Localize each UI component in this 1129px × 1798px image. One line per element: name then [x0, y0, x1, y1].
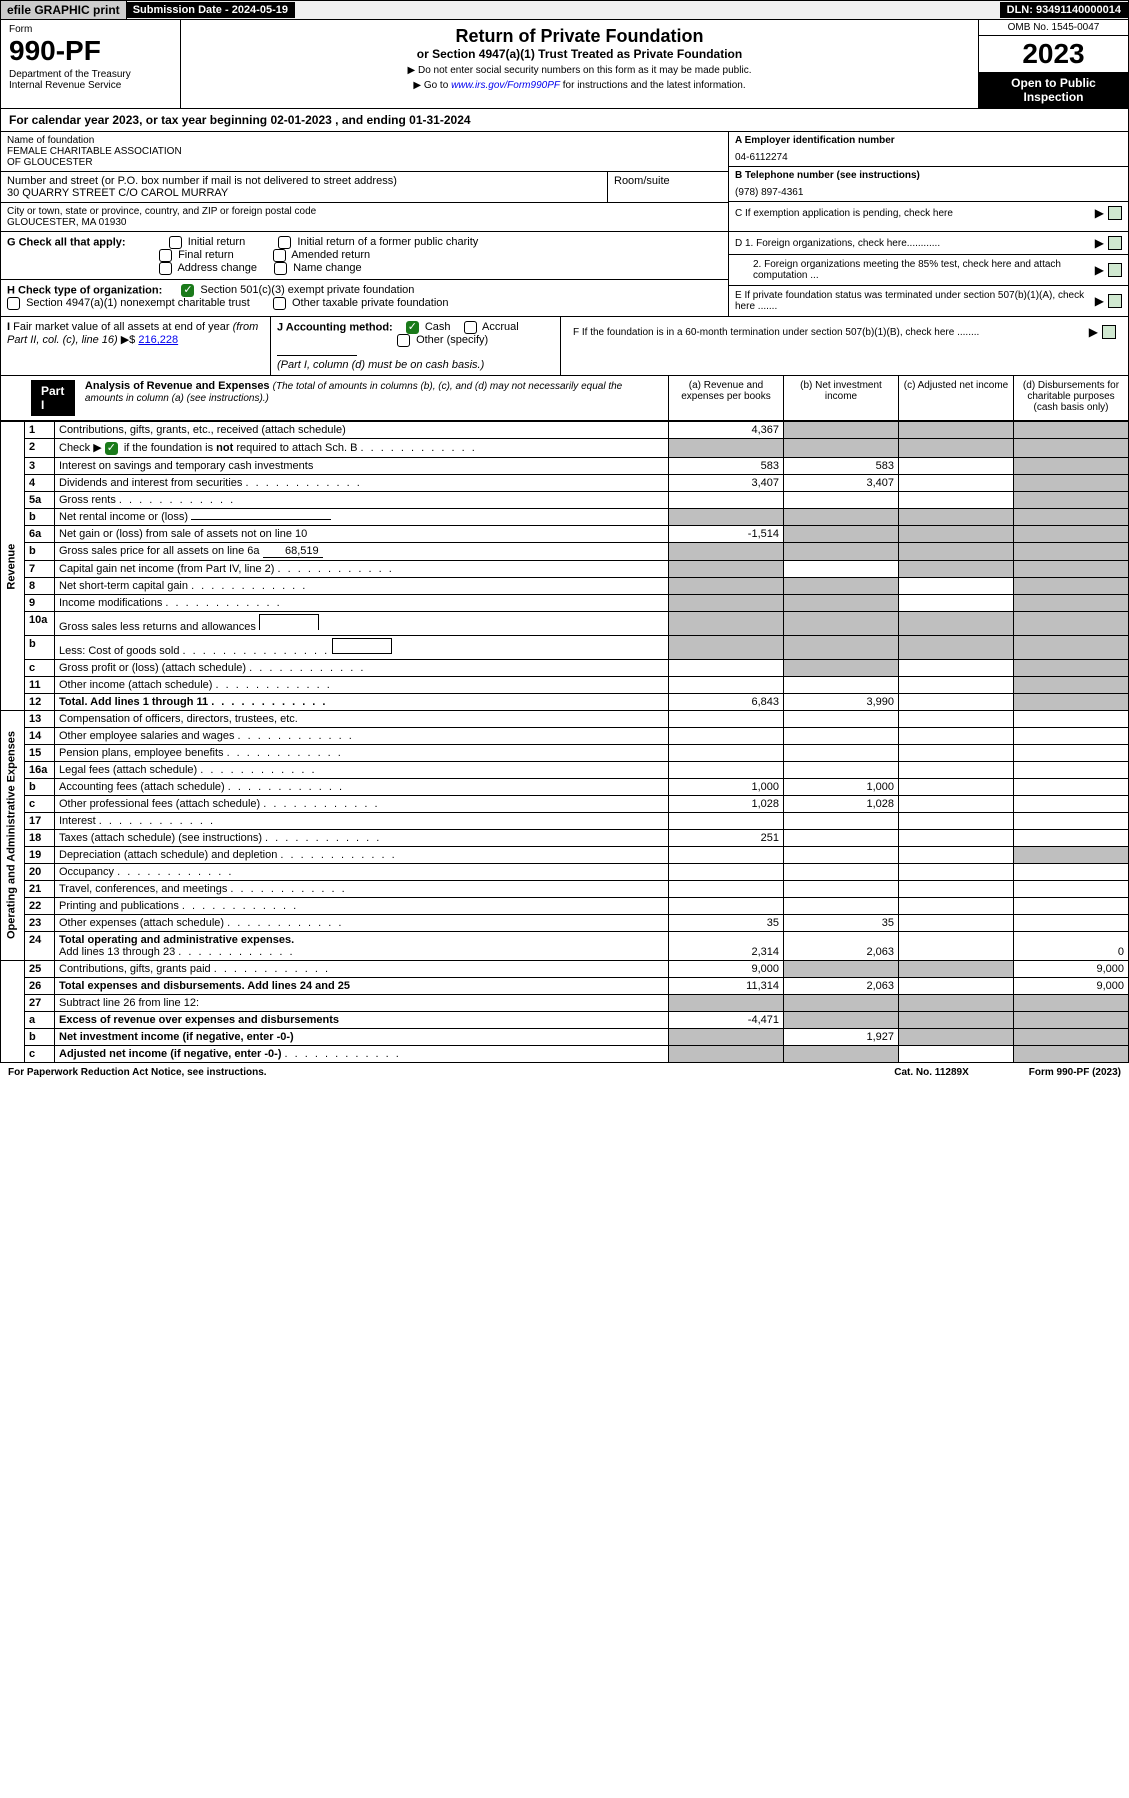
omb-number: OMB No. 1545-0047	[979, 20, 1128, 36]
street-address: 30 QUARRY STREET C/O CAROL MURRAY	[7, 187, 601, 199]
submission-date: Submission Date - 2024-05-19	[127, 2, 295, 18]
dln: DLN: 93491140000014	[1000, 2, 1128, 18]
d2-label: 2. Foreign organizations meeting the 85%…	[735, 259, 1095, 281]
col-b-header: (b) Net investment income	[783, 376, 898, 420]
d1-checkbox[interactable]	[1108, 236, 1122, 250]
section-h: H Check type of organization: Section 50…	[1, 280, 728, 314]
name-label: Name of foundation	[7, 135, 722, 146]
revenue-label: Revenue	[1, 422, 25, 711]
address-change-checkbox[interactable]	[159, 262, 172, 275]
ein-value: 04-6112274	[735, 152, 1122, 163]
c-checkbox[interactable]	[1108, 206, 1122, 220]
initial-former-checkbox[interactable]	[278, 236, 291, 249]
top-bar: efile GRAPHIC print Submission Date - 20…	[0, 0, 1129, 20]
ein-label: A Employer identification number	[735, 135, 1122, 146]
dept-treasury: Department of the Treasury Internal Reve…	[9, 69, 172, 91]
city-state-zip: GLOUCESTER, MA 01930	[7, 217, 722, 228]
form-subtitle: or Section 4947(a)(1) Trust Treated as P…	[187, 47, 972, 61]
section-g: G Check all that apply: Initial return I…	[1, 232, 728, 280]
foundation-name: FEMALE CHARITABLE ASSOCIATION OF GLOUCES…	[7, 146, 722, 168]
city-label: City or town, state or province, country…	[7, 206, 722, 217]
footer-center: Cat. No. 11289X	[894, 1067, 968, 1078]
accrual-checkbox[interactable]	[464, 321, 477, 334]
room-label: Room/suite	[614, 175, 722, 187]
calendar-year-line: For calendar year 2023, or tax year begi…	[0, 109, 1129, 132]
section-ij: I Fair market value of all assets at end…	[0, 317, 1129, 376]
arrow-icon: ▶	[1095, 206, 1104, 220]
e-label: E If private foundation status was termi…	[735, 290, 1095, 312]
501c3-checkbox[interactable]	[181, 284, 194, 297]
final-return-checkbox[interactable]	[159, 249, 172, 262]
part1-table: Revenue 1Contributions, gifts, grants, e…	[0, 421, 1129, 1063]
col-c-header: (c) Adjusted net income	[898, 376, 1013, 420]
expenses-label: Operating and Administrative Expenses	[1, 710, 25, 960]
info-section: Name of foundation FEMALE CHARITABLE ASS…	[0, 132, 1129, 232]
col-d-header: (d) Disbursements for charitable purpose…	[1013, 376, 1128, 420]
arrow-icon: ▶	[1095, 294, 1104, 308]
form-note-2: ▶ Go to www.irs.gov/Form990PF for instru…	[187, 80, 972, 91]
schb-checkbox[interactable]	[105, 442, 118, 455]
f-label: F If the foundation is in a 60-month ter…	[573, 327, 1089, 338]
e-checkbox[interactable]	[1108, 294, 1122, 308]
d2-checkbox[interactable]	[1108, 263, 1122, 277]
footer-left: For Paperwork Reduction Act Notice, see …	[8, 1067, 267, 1078]
phone-value: (978) 897-4361	[735, 187, 1122, 198]
name-change-checkbox[interactable]	[274, 262, 287, 275]
form-title: Return of Private Foundation	[187, 26, 972, 47]
f-checkbox[interactable]	[1102, 325, 1116, 339]
other-method-checkbox[interactable]	[397, 334, 410, 347]
amended-return-checkbox[interactable]	[273, 249, 286, 262]
phone-label: B Telephone number (see instructions)	[735, 170, 1122, 181]
cash-checkbox[interactable]	[406, 321, 419, 334]
fmv-value[interactable]: 216,228	[138, 334, 178, 346]
form-number: 990-PF	[9, 35, 172, 67]
arrow-icon: ▶	[1095, 263, 1104, 277]
form-header: Form 990-PF Department of the Treasury I…	[0, 20, 1129, 109]
d1-label: D 1. Foreign organizations, check here..…	[735, 238, 1095, 249]
tax-year: 2023	[979, 36, 1128, 72]
4947-checkbox[interactable]	[7, 297, 20, 310]
page-footer: For Paperwork Reduction Act Notice, see …	[0, 1063, 1129, 1082]
form-label: Form	[9, 24, 172, 35]
other-taxable-checkbox[interactable]	[273, 297, 286, 310]
footer-right: Form 990-PF (2023)	[1029, 1067, 1121, 1078]
arrow-icon: ▶	[1095, 236, 1104, 250]
arrow-icon: ▶	[1089, 325, 1098, 339]
open-to-public: Open to Public Inspection	[979, 72, 1128, 108]
addr-label: Number and street (or P.O. box number if…	[7, 175, 601, 187]
irs-link[interactable]: www.irs.gov/Form990PF	[451, 80, 560, 91]
initial-return-checkbox[interactable]	[169, 236, 182, 249]
col-a-header: (a) Revenue and expenses per books	[668, 376, 783, 420]
form-note-1: ▶ Do not enter social security numbers o…	[187, 65, 972, 76]
part1-header: Part I Analysis of Revenue and Expenses …	[0, 376, 1129, 421]
efile-print-button[interactable]: efile GRAPHIC print	[1, 1, 127, 19]
c-exemption-label: C If exemption application is pending, c…	[735, 208, 1095, 219]
